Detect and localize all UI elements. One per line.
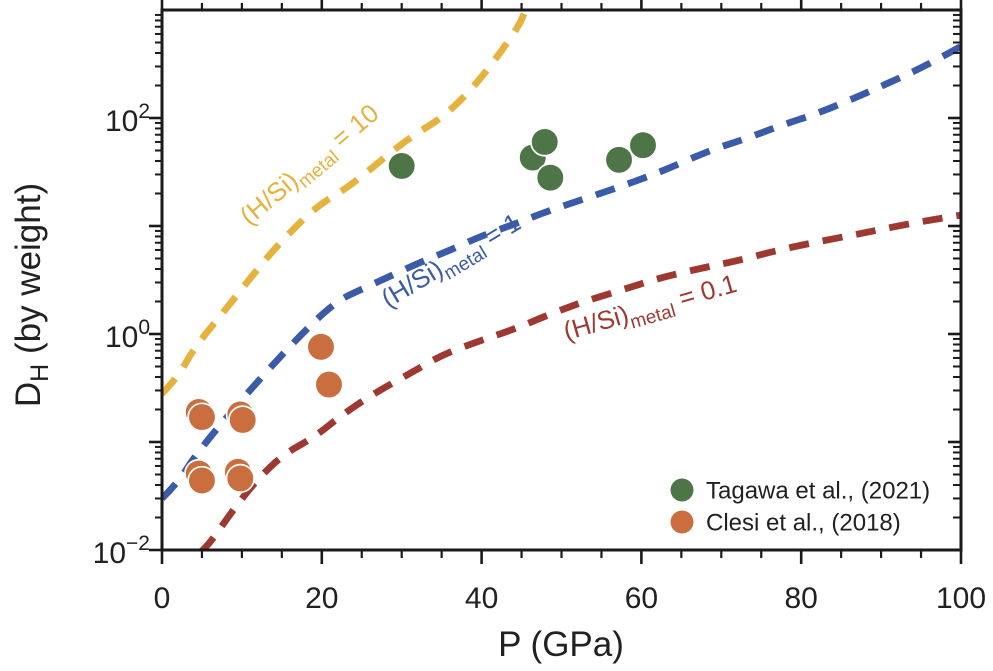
curve-label-text: (H/Si)metal = 0.1 — [560, 268, 742, 352]
curve-hsi-1 — [162, 43, 961, 501]
x-axis-label: P (GPa) — [498, 625, 624, 664]
legend-marker — [670, 510, 694, 534]
data-points — [184, 127, 658, 496]
curve-hsi-10 — [162, 10, 529, 397]
x-tick-label: 20 — [305, 582, 338, 615]
data-point — [225, 463, 255, 494]
curve-label-text: (H/Si)metal = 1 — [376, 207, 529, 319]
curve-label-hsi-1: (H/Si)metal = 1 — [376, 207, 529, 319]
curve-labels: (H/Si)metal = 10(H/Si)metal = 1 (H/Si)met… — [234, 98, 742, 352]
x-tick-label: 100 — [936, 582, 986, 615]
data-point — [604, 145, 634, 175]
x-tick-label: 80 — [785, 582, 818, 615]
data-point — [187, 465, 217, 496]
y-tick-label: 100 — [105, 316, 150, 354]
data-point — [306, 332, 336, 362]
data-point — [187, 402, 217, 432]
axes-frame — [149, 0, 963, 564]
y-tick-label: 10−2 — [93, 532, 150, 570]
curve-label-hsi-10: (H/Si)metal = 10 — [234, 98, 388, 236]
plot-frame — [160, 8, 963, 552]
y-tick-label: 102 — [105, 100, 150, 138]
curve-label-text: (H/Si)metal = 10 — [234, 98, 388, 236]
curves — [162, 10, 961, 550]
data-point — [530, 127, 560, 157]
curve-hsi-0p1 — [198, 211, 961, 550]
x-tick-label: 60 — [625, 582, 658, 615]
legend: Tagawa et al., (2021) Clesi et al., (2018… — [670, 478, 930, 537]
data-point — [228, 405, 258, 435]
data-point — [535, 163, 565, 193]
x-tick-label: 40 — [465, 582, 498, 615]
legend-label: Tagawa et al., (2021) — [706, 478, 930, 505]
legend-label: Clesi et al., (2018) — [706, 510, 901, 537]
tick-labels: 0 20 40 60 80 100 102 100 10−2 — [93, 100, 986, 615]
curve-label-hsi-0p1: (H/Si)metal = 0.1 — [560, 268, 742, 352]
data-point — [628, 130, 658, 160]
legend-marker — [670, 478, 694, 502]
y-axis-label: DH (by weight) — [9, 183, 54, 407]
data-point — [387, 151, 417, 181]
data-point — [314, 369, 344, 400]
x-tick-label: 0 — [154, 582, 171, 615]
